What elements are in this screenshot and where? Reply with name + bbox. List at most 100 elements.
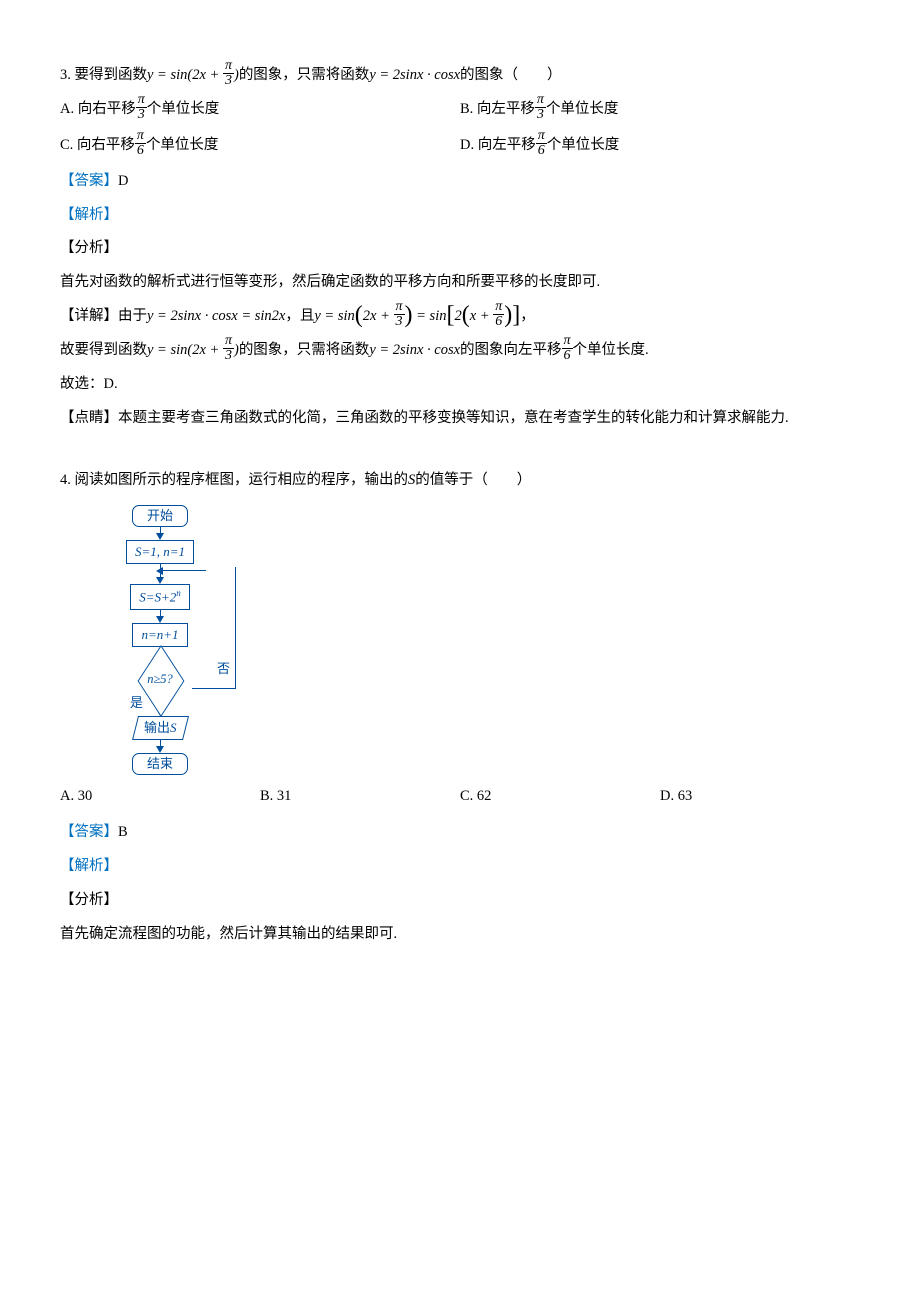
frac-den: 6 <box>562 349 573 363</box>
flow-step2: n=n+1 <box>132 623 187 647</box>
frac-den: 6 <box>493 315 504 329</box>
flow-out-pre: 输出 <box>144 720 170 735</box>
q4-fenxi-label: 【分析】 <box>60 885 860 917</box>
q4-option-a: A. 30 <box>60 781 260 813</box>
opt-d-pre: D. 向左平移 <box>460 137 536 153</box>
q3-option-d: D. 向左平移π6个单位长度 <box>460 130 860 162</box>
flow-loopback-h <box>192 688 236 689</box>
q3-dianjing: 【点睛】本题主要考查三角函数式的化简，三角函数的平移变换等知识，意在考查学生的转… <box>60 403 860 435</box>
flow-step1: S=S+2n <box>130 584 190 610</box>
flow-hline <box>160 570 206 571</box>
frac-num: π <box>536 129 547 144</box>
flow-end: 结束 <box>132 753 188 775</box>
q3-f1-left: y = sin(2x + <box>147 67 223 83</box>
q3-f2: y = 2sinx · cosx <box>369 67 460 83</box>
q3-conclude: 故要得到函数y = sin(2x + π3)的图象，只需将函数y = 2sinx… <box>60 335 860 367</box>
q3-frac-pi3: π3 <box>223 59 234 88</box>
dianjing-text: 本题主要考查三角函数式的化简，三角函数的平移变换等知识，意在考查学生的转化能力和… <box>118 410 789 426</box>
q4-analysis: 【解析】 <box>60 851 860 883</box>
conclude-pre: 故要得到函数 <box>60 342 147 358</box>
q3-stem-suffix: 的图象（ ） <box>460 67 562 83</box>
frac-num: π <box>535 93 546 108</box>
frac-den: 6 <box>536 144 547 158</box>
lbrack-icon: [ <box>446 302 454 328</box>
opt-a-pre: A. 向右平移 <box>60 101 136 117</box>
detail-eq2e: x + <box>470 308 493 324</box>
rbrack-icon: ] <box>512 302 520 328</box>
q3-analysis: 【解析】 <box>60 200 860 232</box>
flow-column: 开始 S=1, n=1 S=S+2n n=n+1 n≥5? 否 <box>90 505 230 775</box>
frac-den: 3 <box>136 108 147 122</box>
detail-eq2c: = sin <box>413 308 447 324</box>
q4-option-c: C. 62 <box>460 781 660 813</box>
q4-options-row: A. 30 B. 31 C. 62 D. 63 <box>60 781 860 813</box>
detail-frac-pi3: π3 <box>394 300 405 329</box>
q3-stem-prefix: 3. 要得到函数 <box>60 67 147 83</box>
flow-out-var: S <box>170 720 177 735</box>
conclude-frac-pi6: π6 <box>562 334 573 363</box>
flowchart: 开始 S=1, n=1 S=S+2n n=n+1 n≥5? 否 <box>90 505 860 775</box>
arrow-down-icon <box>156 533 164 540</box>
detail-join: ，且 <box>285 308 314 324</box>
q4-stem-suffix: 的值等于（ ） <box>415 472 531 488</box>
analysis-label: 【解析】 <box>60 207 118 223</box>
q3-answer: 【答案】D <box>60 166 860 198</box>
frac-num: π <box>223 59 234 74</box>
q3-options-row1: A. 向右平移π3个单位长度 B. 向左平移π3个单位长度 <box>60 94 860 126</box>
detail-eq2d: 2 <box>454 308 461 324</box>
frac-den: 3 <box>223 349 234 363</box>
conclude-f1-left: y = sin(2x + <box>147 342 223 358</box>
q3-option-c: C. 向右平移π6个单位长度 <box>60 130 460 162</box>
answer-value: D <box>118 173 128 189</box>
frac-num: π <box>223 334 234 349</box>
opt-b-frac: π3 <box>535 93 546 122</box>
opt-d-frac: π6 <box>536 129 547 158</box>
flow-output: 输出S <box>132 716 189 740</box>
q3-fenxi-label: 【分析】 <box>60 233 860 265</box>
rparen-icon: ) <box>405 302 413 328</box>
frac-num: π <box>394 300 405 315</box>
conclude-mid: 的图象，只需将函数 <box>239 342 370 358</box>
spacer <box>60 437 860 465</box>
analysis-label: 【解析】 <box>60 858 118 874</box>
q3-fenxi-text: 首先对函数的解析式进行恒等变形，然后确定函数的平移方向和所要平移的长度即可. <box>60 267 860 299</box>
arrow-down-icon <box>156 577 164 584</box>
answer-label: 【答案】 <box>60 173 118 189</box>
flow-no-label: 否 <box>217 655 230 684</box>
q3-option-b: B. 向左平移π3个单位长度 <box>460 94 860 126</box>
frac-den: 3 <box>394 315 405 329</box>
flow-step1-sup: n <box>176 588 181 598</box>
opt-a-frac: π3 <box>136 93 147 122</box>
opt-b-post: 个单位长度 <box>546 101 619 117</box>
frac-den: 3 <box>535 108 546 122</box>
q3-options-row2: C. 向右平移π6个单位长度 D. 向左平移π6个单位长度 <box>60 130 860 162</box>
opt-a-post: 个单位长度 <box>147 101 220 117</box>
answer-value: B <box>118 824 128 840</box>
detail-post: ， <box>520 308 535 324</box>
fenxi-label: 【分析】 <box>60 892 118 908</box>
arrow-down-icon <box>156 616 164 623</box>
flow-init: S=1, n=1 <box>126 540 194 564</box>
lparen2-icon: ( <box>462 302 470 328</box>
opt-b-pre: B. 向左平移 <box>460 101 535 117</box>
detail-pre: 由于 <box>118 308 147 324</box>
detail-eq1: y = 2sinx · cosx = sin2x <box>147 308 285 324</box>
q4-option-b: B. 31 <box>260 781 460 813</box>
frac-den: 3 <box>223 74 234 88</box>
q3-detail: 【详解】由于y = 2sinx · cosx = sin2x，且y = sin(… <box>60 301 860 333</box>
flow-loop-entry <box>90 564 230 578</box>
frac-num: π <box>135 129 146 144</box>
frac-num: π <box>493 300 504 315</box>
answer-label: 【答案】 <box>60 824 118 840</box>
detail-eq2a: y = sin <box>314 308 354 324</box>
arrow-left-icon <box>156 567 163 575</box>
q3-option-a: A. 向右平移π3个单位长度 <box>60 94 460 126</box>
opt-d-post: 个单位长度 <box>547 137 620 153</box>
detail-eq2b: 2x + <box>363 308 394 324</box>
frac-num: π <box>562 334 573 349</box>
flow-step1-text: S=S+2 <box>139 589 176 604</box>
q4-stem: 4. 阅读如图所示的程序框图，运行相应的程序，输出的S的值等于（ ） <box>60 465 860 497</box>
frac-den: 6 <box>135 144 146 158</box>
dianjing-label: 【点睛】 <box>60 410 118 426</box>
frac-num: π <box>136 93 147 108</box>
